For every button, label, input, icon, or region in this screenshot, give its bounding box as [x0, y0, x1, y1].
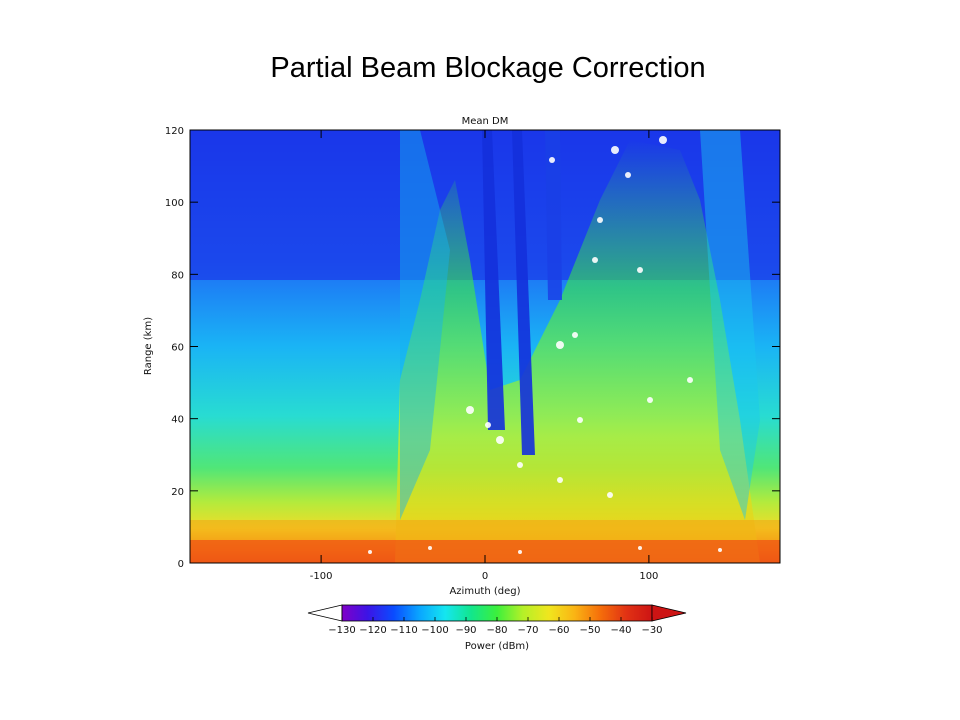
colorbar: −130 −120 −110 −100 −90 −80 −70 −60 −50 −40 −30 Po…: [307, 604, 687, 652]
y-axis-ticks: 0 20 40 60 80 100 120: [165, 126, 780, 570]
colorbar-tick-label: −110: [390, 625, 417, 636]
colorbar-tick-label: −120: [359, 625, 386, 636]
colorbar-tick-label: −60: [548, 625, 569, 636]
chart-title: Mean DM: [462, 116, 509, 127]
colorbar-label: Power (dBm): [465, 641, 529, 652]
y-tick-label: 40: [171, 415, 184, 426]
colorbar-ticks: −130 −120 −110 −100 −90 −80 −70 −60 −50 −40 −30: [328, 617, 663, 636]
y-tick-label: 60: [171, 343, 184, 354]
y-axis-label: Range (km): [143, 317, 154, 375]
x-tick-label: -100: [310, 571, 333, 582]
x-tick-label: 0: [482, 571, 488, 582]
x-axis-label: Azimuth (deg): [449, 586, 520, 597]
y-tick-label: 80: [171, 270, 184, 281]
y-tick-label: 100: [165, 198, 184, 209]
slide-title: Partial Beam Blockage Correction: [270, 52, 706, 84]
heatmap-image: [190, 130, 780, 563]
colorbar-tick-label: −50: [579, 625, 600, 636]
colorbar-tick-label: −100: [421, 625, 448, 636]
colorbar-tick-label: −130: [328, 625, 355, 636]
colorbar-tick-label: −40: [610, 625, 631, 636]
colorbar-tick-label: −80: [486, 625, 507, 636]
y-tick-label: 120: [165, 126, 184, 137]
y-tick-label: 0: [178, 559, 184, 570]
colorbar-over-arrow: [651, 604, 687, 622]
colorbar-under-arrow: [307, 604, 343, 622]
x-axis-ticks: -100 0 100: [310, 130, 658, 582]
colorbar-tick-label: −90: [455, 625, 476, 636]
y-tick-label: 20: [171, 487, 184, 498]
colorbar-tick-label: −30: [641, 625, 662, 636]
colorbar-tick-label: −70: [517, 625, 538, 636]
x-tick-label: 100: [639, 571, 658, 582]
